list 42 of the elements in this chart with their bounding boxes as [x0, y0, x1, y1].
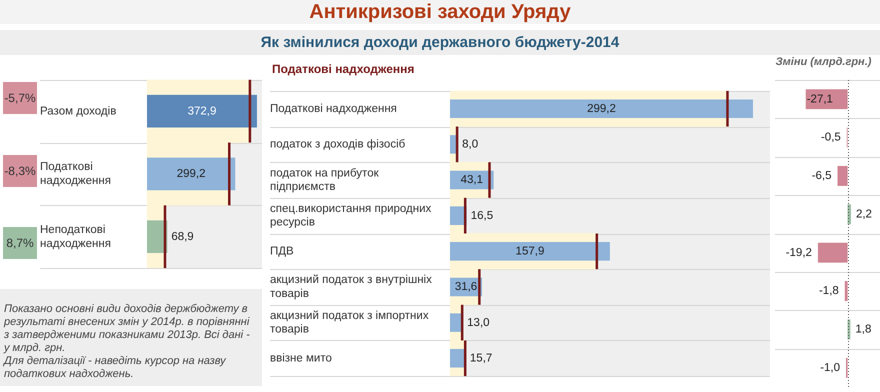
- data-label: 16,5: [470, 210, 494, 222]
- data-label: -27,1: [806, 93, 833, 106]
- text: 8,7%: [3, 226, 37, 259]
- data-label: 299,2: [176, 168, 206, 180]
- y-tick-label: податок на прибуток підприємств: [270, 167, 380, 194]
- y-tick-label: Неподаткові надходження: [40, 224, 111, 250]
- y-tick-label: Разом доходів: [40, 105, 116, 118]
- text: Показано основні види доходів держбюджету в результаті внесених змін у 2014р. в порівнянні з затвердженими показниками 2013р. Всі дані - у млрд. грн.: [4, 303, 251, 355]
- data-label: 157,9: [516, 245, 544, 258]
- y-tick-label: Податкові надходження: [40, 161, 111, 188]
- data-label: 13,0: [467, 316, 490, 329]
- data-label: 31,6: [454, 281, 478, 294]
- y-tick-label: Податкові надходження: [270, 102, 397, 115]
- bar: [450, 242, 610, 261]
- text: Антикризові заходи Уряду: [0, 0, 880, 24]
- y-tick-label: акцизний податок з внутрішніх товарів: [270, 274, 432, 300]
- data-label: 372,9: [188, 105, 216, 118]
- bar: [147, 158, 236, 190]
- bar: [450, 99, 753, 118]
- data-label: -0,5: [820, 132, 841, 144]
- data-label: 299,2: [587, 102, 616, 115]
- y-tick-label: податок з доходів фізосіб: [270, 138, 406, 151]
- data-label: 2,2: [856, 208, 872, 220]
- text: Для деталізації - наведіть курсор на назву податкових надходжень.: [4, 355, 227, 381]
- data-label: 8,0: [462, 138, 478, 151]
- data-label: 15,7: [470, 352, 492, 364]
- y-tick-label: спец.використання природних ресурсів: [270, 202, 432, 229]
- data-label: 43,1: [460, 174, 484, 186]
- chart-title: Зміни (млрд.грн.): [774, 56, 872, 68]
- y-tick-label: ввізне мито: [270, 352, 332, 364]
- text: -8,3%: [3, 154, 37, 186]
- data-label: 1,8: [855, 324, 872, 336]
- data-label: -1,0: [820, 362, 840, 374]
- bar: [147, 94, 257, 128]
- y-tick-label: акцизний податок з імпортних товарів: [270, 310, 429, 336]
- text: -5,7%: [3, 82, 37, 114]
- y-tick-label: ПДВ: [270, 245, 294, 258]
- text: Як змінилися доходи державного бюджету-2014: [0, 30, 880, 55]
- data-label: -19,2: [786, 246, 812, 259]
- data-label: -6,5: [812, 170, 832, 182]
- data-label: 68,9: [171, 230, 194, 243]
- data-label: -1,8: [818, 285, 839, 298]
